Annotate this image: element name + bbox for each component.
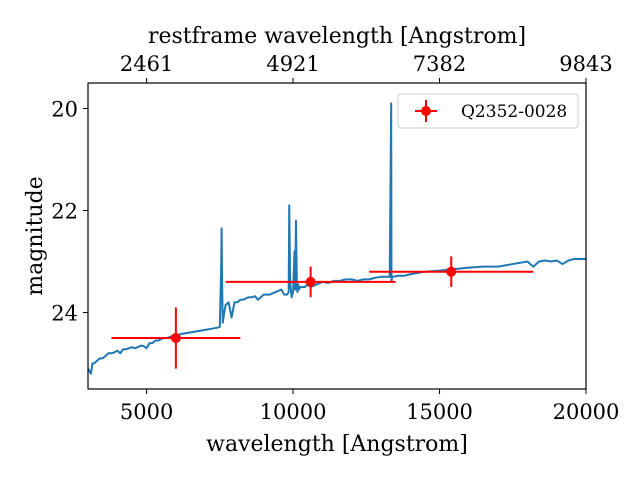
plot-frame	[87, 82, 587, 390]
point-marker	[446, 266, 457, 277]
x-tick-label: 10000	[260, 400, 327, 424]
y-axis-label: magnitude	[23, 176, 48, 295]
spectrum-line	[87, 102, 586, 375]
y-tick-label: 24	[51, 302, 78, 326]
y-tick-label: 22	[51, 200, 78, 224]
top-x-tick-label: 4921	[266, 52, 319, 76]
legend-marker	[415, 100, 437, 122]
data-point-2	[225, 266, 396, 298]
legend-box	[397, 93, 579, 129]
point-marker	[170, 333, 181, 343]
data-point-1	[111, 307, 241, 369]
legend-dot	[421, 106, 431, 116]
x-tick-label: 15000	[406, 400, 473, 424]
ticks: 5000 10000 15000 20000 20 22 24 2461 4921 7382 984…	[51, 52, 619, 424]
top-x-tick-label: 7382	[413, 52, 466, 76]
x-axis-label: wavelength [Angstrom]	[206, 432, 468, 457]
y-tick-label: 20	[51, 98, 78, 122]
x-tick-label: 20000	[553, 400, 620, 424]
legend-label: Q2352-0028	[461, 102, 567, 122]
legend: Q2352-0028	[397, 93, 579, 129]
axes	[87, 82, 587, 390]
top-x-tick-label: 9843	[559, 52, 612, 76]
spectrum-series	[87, 102, 586, 375]
point-marker	[305, 276, 316, 287]
photometry-points	[111, 256, 534, 369]
data-point-3	[369, 256, 534, 287]
top-x-axis-label: restframe wavelength [Angstrom]	[148, 24, 526, 49]
x-tick-label: 5000	[120, 400, 173, 424]
top-x-tick-label: 2461	[120, 52, 173, 76]
